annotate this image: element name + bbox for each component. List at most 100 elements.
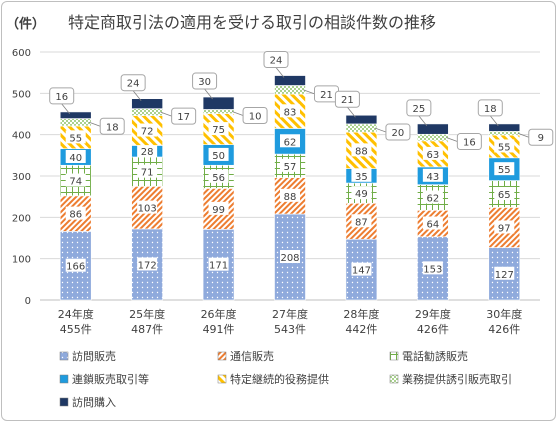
callout-box [528, 128, 554, 146]
callout-leader [160, 111, 172, 117]
data-label-bg [422, 168, 443, 182]
data-label: 50 [212, 151, 225, 162]
callout-label: 21 [320, 90, 333, 101]
data-label-bg [422, 146, 443, 160]
data-label-bg [494, 186, 515, 200]
callout-label: 25 [412, 104, 425, 115]
data-label: 57 [284, 162, 297, 173]
bar-segment [345, 131, 378, 169]
chart-title: 特定商取引法の適用を受ける取引の相談件数の推移 [68, 13, 436, 32]
x-tick-label: 26年度 [201, 307, 237, 321]
callout-leader [303, 89, 315, 95]
callout-box [385, 123, 411, 141]
callout-leader [374, 127, 387, 133]
callout-leader [61, 103, 71, 115]
data-label: 35 [355, 172, 368, 183]
data-label-bg [422, 190, 443, 204]
data-label: 166 [66, 262, 85, 273]
data-label-bg [351, 168, 372, 182]
data-label: 127 [495, 270, 514, 281]
data-label-bg [208, 122, 229, 136]
data-label-bg [422, 261, 443, 275]
bar-segment [131, 108, 163, 116]
legend-label: 電話勧誘販売 [402, 349, 468, 363]
x-total-label: 426件 [488, 323, 520, 336]
legend-label: 連鎖販売取引等 [72, 372, 149, 386]
data-label: 88 [284, 192, 297, 203]
callout-box [120, 74, 146, 92]
data-label-bg [280, 250, 300, 264]
data-label: 153 [423, 264, 442, 275]
callout-leader [446, 137, 458, 142]
bar-segment [345, 114, 378, 125]
x-total-label: 491件 [203, 323, 235, 336]
data-label-bg [208, 147, 229, 161]
y-tick-label: 0 [25, 296, 31, 307]
x-total-label: 455件 [60, 323, 92, 336]
callout-label: 21 [341, 95, 354, 106]
data-label: 97 [498, 223, 511, 234]
legend-label: 通信販売 [230, 350, 274, 363]
callout-box [477, 99, 503, 117]
callout-box [242, 107, 268, 125]
data-label-bg [65, 173, 86, 187]
data-label: 103 [138, 204, 157, 215]
bar-segment [202, 109, 235, 114]
data-label-bg [280, 188, 300, 202]
data-label-bg [351, 143, 372, 157]
bar-segment [345, 123, 378, 133]
data-label: 72 [141, 127, 154, 138]
data-label: 43 [426, 172, 439, 183]
callout-box [406, 99, 432, 117]
callout-box [263, 51, 289, 69]
callout-box [171, 107, 197, 125]
data-label-bg [208, 201, 229, 215]
callout-label: 9 [538, 133, 544, 144]
callout-box [49, 87, 75, 105]
data-label: 88 [355, 146, 368, 157]
data-label: 172 [138, 260, 157, 271]
data-label: 28 [141, 147, 154, 158]
bar-segment [131, 98, 163, 109]
y-tick-label: 600 [12, 48, 31, 59]
data-label: 83 [284, 107, 297, 118]
data-label-bg [351, 214, 372, 228]
data-label: 86 [69, 210, 82, 221]
y-axis-unit: （件） [6, 16, 45, 32]
y-axis-ticks: 0 100 200 300 400 500 600 [12, 48, 31, 307]
callout-label: 16 [463, 138, 476, 149]
data-label: 71 [141, 168, 154, 179]
bar-segment [59, 111, 92, 119]
legend-swatch [389, 351, 399, 361]
y-tick-label: 100 [12, 255, 31, 266]
legend-swatch [389, 374, 399, 384]
data-label-bg [65, 149, 86, 163]
data-label: 74 [69, 177, 82, 188]
x-tick-label: 28年度 [343, 307, 379, 321]
y-tick-label: 300 [12, 172, 31, 183]
data-label: 147 [352, 266, 371, 277]
callout-label: 16 [55, 92, 68, 103]
data-label-bg [494, 139, 515, 153]
data-label-bg [137, 257, 158, 271]
callout-box [334, 90, 360, 108]
bar-segment [274, 75, 306, 86]
data-label-bg [137, 123, 158, 137]
callout-label: 30 [198, 77, 211, 88]
data-label-bg [494, 220, 515, 234]
data-label-bg [351, 262, 372, 276]
data-label: 56 [212, 173, 225, 184]
bar-segment [59, 118, 92, 127]
callout-leader [204, 88, 213, 100]
data-label-bg [65, 258, 86, 272]
data-label-bg [208, 169, 229, 183]
data-label: 99 [212, 205, 225, 216]
x-tick-label: 29年度 [415, 307, 451, 321]
data-label-bg [280, 158, 300, 172]
y-tick-label: 400 [12, 131, 31, 142]
bar-segment [417, 133, 449, 142]
bar-segment [274, 213, 306, 301]
legend-swatch [217, 374, 227, 384]
